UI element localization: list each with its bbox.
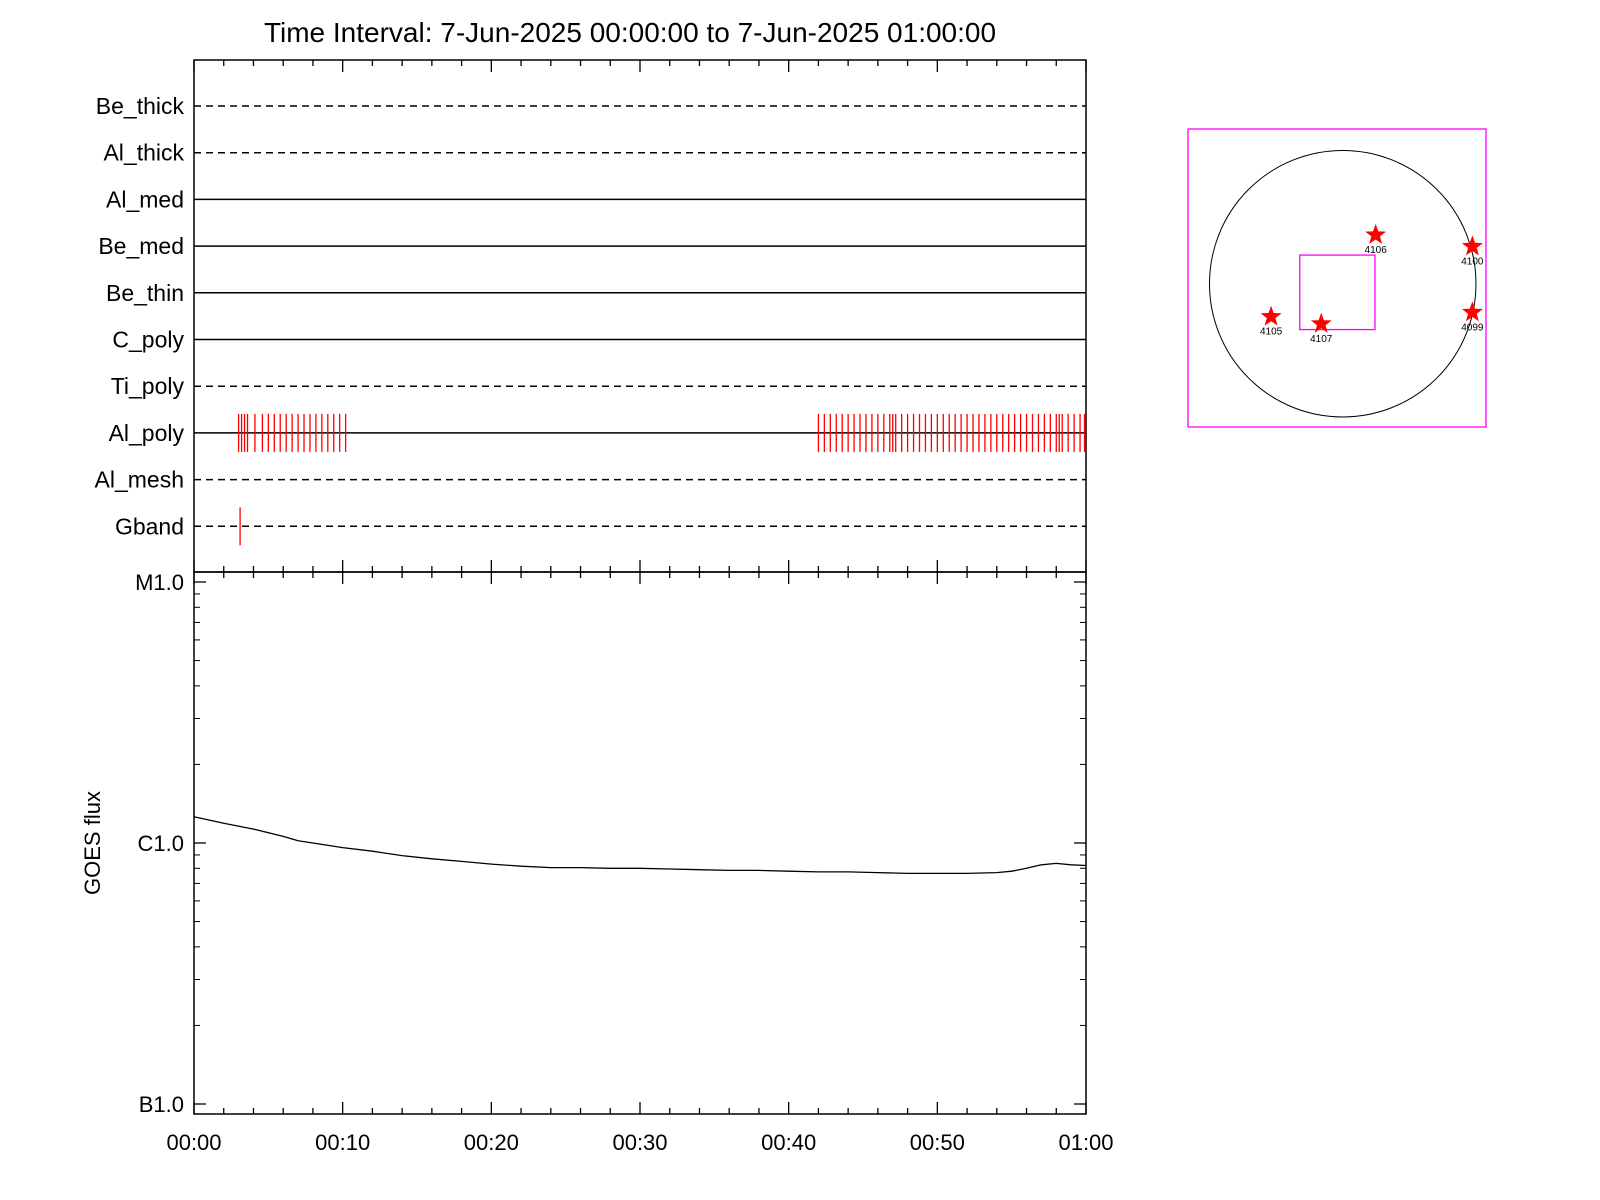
x-tick-label: 00:20 (464, 1130, 519, 1155)
row-label: Gband (115, 513, 184, 539)
y-axis-label: GOES flux (80, 791, 105, 895)
goes-panel: M1.0 C1.0 B1.0 GOES flux (80, 570, 1087, 1117)
y-tick-label: C1.0 (138, 831, 184, 856)
row-label: Ti_poly (111, 373, 185, 399)
row-label: Be_thick (96, 93, 185, 119)
x-tick-label: 01:00 (1058, 1130, 1113, 1155)
region-star-icon (1260, 305, 1282, 326)
inner-box (1299, 254, 1376, 331)
x-tick-label: 00:40 (761, 1130, 816, 1155)
row-label: Al_thick (103, 140, 184, 166)
region-label: 4100 (1461, 256, 1484, 267)
region-star-icon (1365, 224, 1387, 244)
chart-title: Time Interval: 7-Jun-2025 00:00:00 to 7-… (264, 17, 996, 48)
row-label: Al_poly (109, 420, 185, 446)
row-label: Al_med (106, 186, 184, 212)
fov-box (1187, 128, 1487, 428)
x-tick-label: 00:00 (166, 1130, 221, 1155)
goes-flux-line (193, 816, 1087, 875)
row-label: Be_thin (106, 280, 184, 306)
goes-frame (193, 571, 1087, 1115)
x-tick-label: 00:10 (315, 1130, 370, 1155)
x-tick-label: 00:50 (910, 1130, 965, 1155)
region-star-icon (1310, 312, 1332, 333)
timeline-panel: Be_thick Al_thick Al_med Be_med Be_thin C_pol… (95, 59, 1087, 573)
solar-disk (1208, 149, 1477, 418)
x-tick-label: 00:30 (612, 1130, 667, 1155)
region-star-icon (1461, 301, 1483, 322)
y-tick-label: M1.0 (135, 570, 184, 595)
region-label: 4106 (1365, 245, 1388, 256)
row-label: C_poly (112, 327, 184, 353)
region-star-icon (1461, 235, 1483, 256)
region-label: 4099 (1461, 322, 1484, 333)
timeline-frame (193, 59, 1087, 573)
y-tick-label: B1.0 (139, 1092, 184, 1117)
row-label: Be_med (98, 233, 184, 259)
row-label: Al_mesh (95, 467, 184, 493)
region-label: 4107 (1310, 334, 1333, 345)
region-label: 4105 (1260, 327, 1283, 338)
disk-map: 4106 4100 4105 4107 4099 (1187, 128, 1487, 428)
